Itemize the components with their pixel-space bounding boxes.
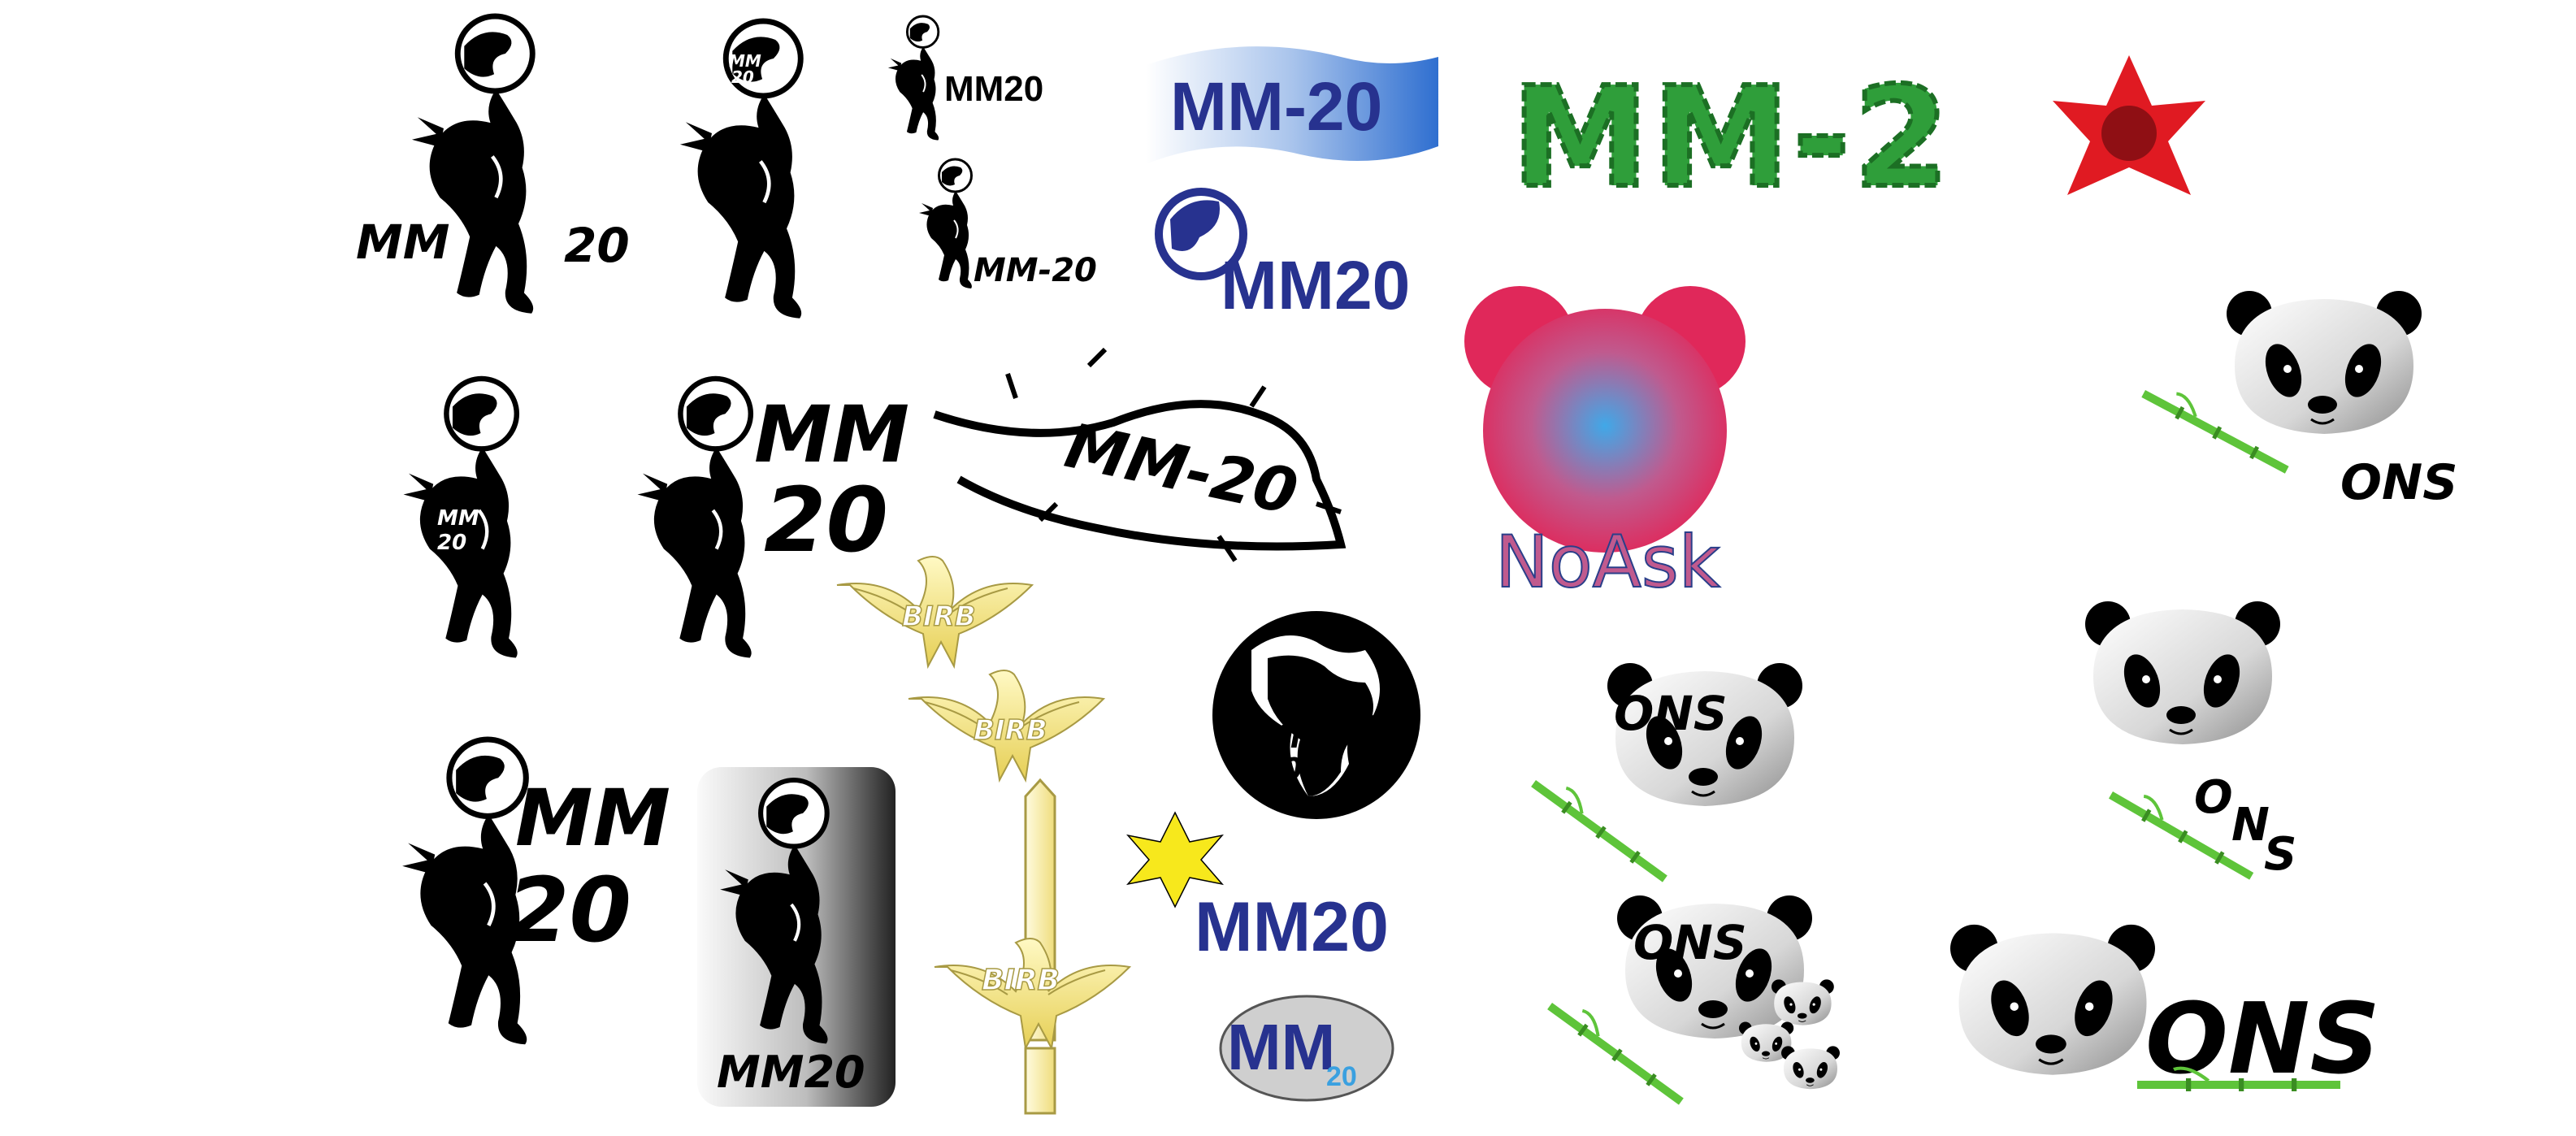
flag-text: MM-20: [1170, 68, 1382, 145]
blue-globe-text: MM20: [1221, 247, 1410, 323]
noask-logo: NoAsk: [1464, 286, 1746, 605]
black-globe-text-20: 20: [1260, 752, 1303, 787]
panda-logo-2: ONS: [1529, 661, 1804, 884]
logo-text-mm20-small: MM20: [944, 69, 1043, 109]
panda-logo-big: ONS: [1949, 923, 2380, 1096]
panda-text-big: ONS: [2145, 983, 2380, 1096]
flag-logo: MM-20: [1146, 46, 1438, 165]
panda-text-3-n: N: [2231, 799, 2270, 852]
figure-logo-small-mm-20: [917, 158, 974, 290]
panda-logo-3: O N S: [2084, 600, 2296, 884]
oval-text-mm: MM: [1227, 1011, 1335, 1083]
sword-logo: BIRB: [934, 778, 1130, 1115]
black-globe-text-mm: MM: [1260, 719, 1321, 755]
logo-text-mm: MM: [356, 215, 449, 270]
barbed-wire-text: MM-20: [1060, 409, 1304, 528]
panda-logo-1: ONS: [2140, 289, 2457, 511]
panda-text-3-s: S: [2264, 828, 2296, 881]
figure-logo-big-text: [637, 379, 751, 657]
body-text-mm: MM: [437, 506, 479, 531]
birb-logo-2: BIRB: [908, 670, 1104, 781]
logo-globe-text-mm: MM: [729, 51, 761, 71]
barbed-wire-logo: MM-20: [933, 347, 1347, 562]
ivy-text: MM-2: [1511, 58, 1953, 219]
logo-text-mm-20-small: MM-20: [974, 252, 1097, 289]
logo-globe-text-20: 20: [731, 67, 754, 87]
star-text: MM20: [1195, 888, 1389, 966]
oval-text-20: 20: [1326, 1061, 1357, 1092]
panda-text-3-o: O: [2194, 771, 2233, 824]
ivy-logo: MM-2: [1509, 55, 2205, 221]
oval-logo: MM 20: [1219, 995, 1394, 1102]
birb-logo-1: BIRB: [836, 556, 1033, 667]
sword-birb-text: BIRB: [982, 964, 1060, 997]
panda-family-logo: ONS: [1546, 894, 1841, 1107]
star-icon: [1125, 811, 1225, 908]
figure-logo-small-mm20: [887, 15, 940, 142]
big-text-mm: MM: [754, 389, 909, 480]
bottom-text-mm: MM: [515, 773, 670, 864]
big-text-20: 20: [764, 468, 888, 572]
black-globe-logo: MM 20: [1212, 611, 1420, 819]
bottom-text-20: 20: [507, 858, 631, 962]
birb-text-1: BIRB: [902, 601, 976, 633]
panda-family-text: ONS: [1633, 915, 1747, 970]
logo-text-20: 20: [564, 218, 630, 273]
noask-text: NoAsk: [1495, 520, 1720, 604]
star-logo: MM20: [1125, 811, 1389, 966]
card-text: MM20: [717, 1047, 865, 1098]
panda-text-1: ONS: [2340, 454, 2457, 511]
blue-globe-logo: MM20: [1155, 188, 1410, 323]
panda-text-2: ONS: [1614, 686, 1728, 741]
birb-text-2: BIRB: [974, 714, 1047, 747]
gradient-card-logo: MM20: [697, 767, 896, 1107]
body-text-20: 20: [437, 531, 466, 555]
flower-icon: [2053, 55, 2205, 195]
